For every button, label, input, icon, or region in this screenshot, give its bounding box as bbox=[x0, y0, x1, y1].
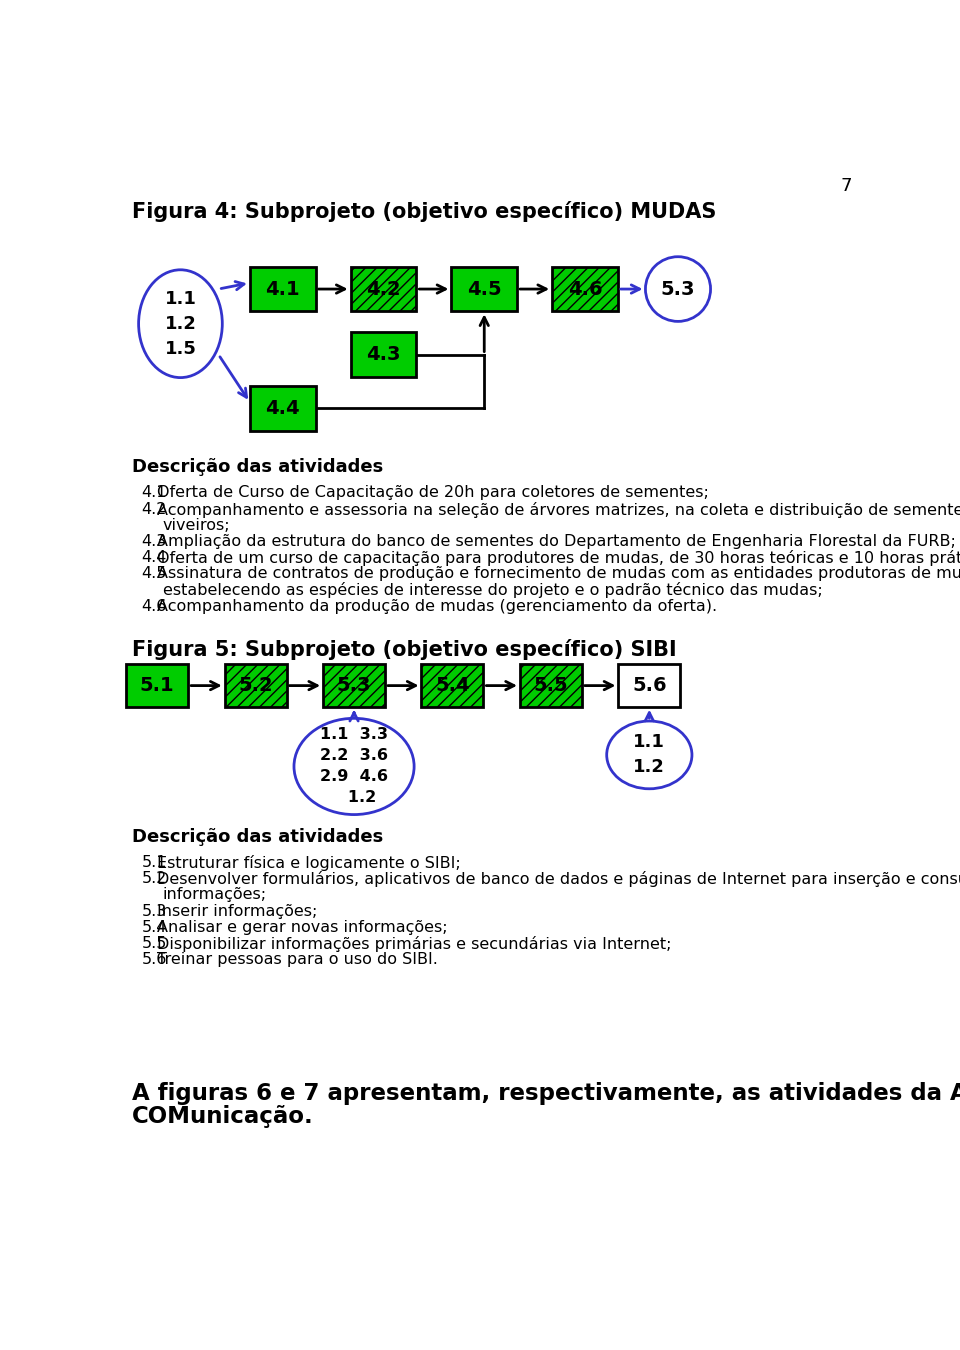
Bar bbox=[421, 664, 484, 707]
Text: 5.3: 5.3 bbox=[337, 676, 372, 695]
Text: 1.1  3.3
2.2  3.6
2.9  4.6
   1.2: 1.1 3.3 2.2 3.6 2.9 4.6 1.2 bbox=[320, 728, 388, 806]
Ellipse shape bbox=[645, 256, 710, 321]
Text: 5.3: 5.3 bbox=[142, 903, 167, 918]
Ellipse shape bbox=[138, 270, 223, 378]
Text: Acompanhamento e assessoria na seleção de árvores matrizes, na coleta e distribu: Acompanhamento e assessoria na seleção d… bbox=[157, 502, 960, 517]
Text: 4.3: 4.3 bbox=[142, 533, 167, 549]
Text: 4.3: 4.3 bbox=[367, 346, 400, 365]
Text: Treinar pessoas para o uso do SIBI.: Treinar pessoas para o uso do SIBI. bbox=[157, 952, 438, 967]
Text: 4.5: 4.5 bbox=[467, 279, 501, 298]
Text: 5.2: 5.2 bbox=[142, 871, 167, 886]
Text: Oferta de Curso de Capacitação de 20h para coletores de sementes;: Oferta de Curso de Capacitação de 20h pa… bbox=[157, 486, 709, 501]
Text: 4.5: 4.5 bbox=[142, 566, 167, 582]
Text: 4.1: 4.1 bbox=[142, 486, 167, 501]
Ellipse shape bbox=[294, 718, 414, 814]
Text: Acompanhamento da produção de mudas (gerenciamento da oferta).: Acompanhamento da produção de mudas (ger… bbox=[157, 598, 717, 614]
Text: 4.4: 4.4 bbox=[142, 549, 167, 566]
Text: Disponibilizar informações primárias e secundárias via Internet;: Disponibilizar informações primárias e s… bbox=[157, 936, 672, 952]
Text: Figura 5: Subprojeto (objetivo específico) SIBI: Figura 5: Subprojeto (objetivo específic… bbox=[132, 640, 676, 660]
Text: viveiros;: viveiros; bbox=[162, 518, 230, 533]
Text: 5.1: 5.1 bbox=[142, 855, 167, 869]
Bar bbox=[451, 267, 517, 312]
Text: 5.1: 5.1 bbox=[140, 676, 175, 695]
Text: Desenvolver formulários, aplicativos de banco de dados e páginas de Internet par: Desenvolver formulários, aplicativos de … bbox=[157, 871, 960, 887]
Text: 4.6: 4.6 bbox=[567, 279, 602, 298]
Text: 4.2: 4.2 bbox=[142, 502, 167, 517]
Text: 1.1
1.2
1.5: 1.1 1.2 1.5 bbox=[164, 290, 197, 358]
Bar bbox=[350, 332, 417, 377]
Text: 4.2: 4.2 bbox=[366, 279, 401, 298]
Bar bbox=[350, 267, 417, 312]
Text: 5.6: 5.6 bbox=[632, 676, 666, 695]
Text: Assinatura de contratos de produção e fornecimento de mudas com as entidades pro: Assinatura de contratos de produção e fo… bbox=[157, 566, 960, 582]
Bar bbox=[324, 664, 385, 707]
Text: COMunicação.: COMunicação. bbox=[132, 1106, 313, 1129]
Text: 7: 7 bbox=[841, 177, 852, 196]
Text: 5.2: 5.2 bbox=[238, 676, 273, 695]
Bar bbox=[421, 664, 484, 707]
Text: 4.1: 4.1 bbox=[265, 279, 300, 298]
Text: 4.6: 4.6 bbox=[142, 598, 167, 614]
Text: 4.4: 4.4 bbox=[265, 398, 300, 418]
Text: 5.4: 5.4 bbox=[435, 676, 469, 695]
Text: estabelecendo as espécies de interesse do projeto e o padrão técnico das mudas;: estabelecendo as espécies de interesse d… bbox=[162, 582, 823, 598]
Ellipse shape bbox=[607, 721, 692, 788]
Bar bbox=[552, 267, 618, 312]
Bar bbox=[225, 664, 287, 707]
Text: 5.5: 5.5 bbox=[142, 936, 167, 950]
Bar bbox=[126, 664, 188, 707]
Bar bbox=[350, 267, 417, 312]
Bar bbox=[250, 386, 316, 431]
Bar bbox=[618, 664, 681, 707]
Text: A figuras 6 e 7 apresentam, respectivamente, as atividades da ADMinistração e da: A figuras 6 e 7 apresentam, respectivame… bbox=[132, 1083, 960, 1106]
Text: 5.4: 5.4 bbox=[142, 919, 167, 934]
Text: Oferta de um curso de capacitação para produtores de mudas, de 30 horas teóricas: Oferta de um curso de capacitação para p… bbox=[157, 549, 960, 566]
Bar bbox=[520, 664, 582, 707]
Bar bbox=[250, 267, 316, 312]
Text: Descrição das atividades: Descrição das atividades bbox=[132, 459, 383, 477]
Text: Inserir informações;: Inserir informações; bbox=[157, 903, 318, 918]
Bar bbox=[225, 664, 287, 707]
Bar bbox=[552, 267, 618, 312]
Bar bbox=[520, 664, 582, 707]
Text: 5.3: 5.3 bbox=[660, 279, 695, 298]
Text: informações;: informações; bbox=[162, 887, 267, 902]
Text: 5.6: 5.6 bbox=[142, 952, 167, 967]
Text: 5.5: 5.5 bbox=[534, 676, 568, 695]
Text: 1.1
1.2: 1.1 1.2 bbox=[634, 733, 665, 776]
Text: Ampliação da estrutura do banco de sementes do Departamento de Engenharia Flores: Ampliação da estrutura do banco de semen… bbox=[157, 533, 956, 549]
Text: Analisar e gerar novas informações;: Analisar e gerar novas informações; bbox=[157, 919, 447, 934]
Bar bbox=[324, 664, 385, 707]
Text: Figura 4: Subprojeto (objetivo específico) MUDAS: Figura 4: Subprojeto (objetivo específic… bbox=[132, 201, 716, 221]
Text: Estruturar física e logicamente o SIBI;: Estruturar física e logicamente o SIBI; bbox=[157, 855, 461, 871]
Text: Descrição das atividades: Descrição das atividades bbox=[132, 828, 383, 846]
